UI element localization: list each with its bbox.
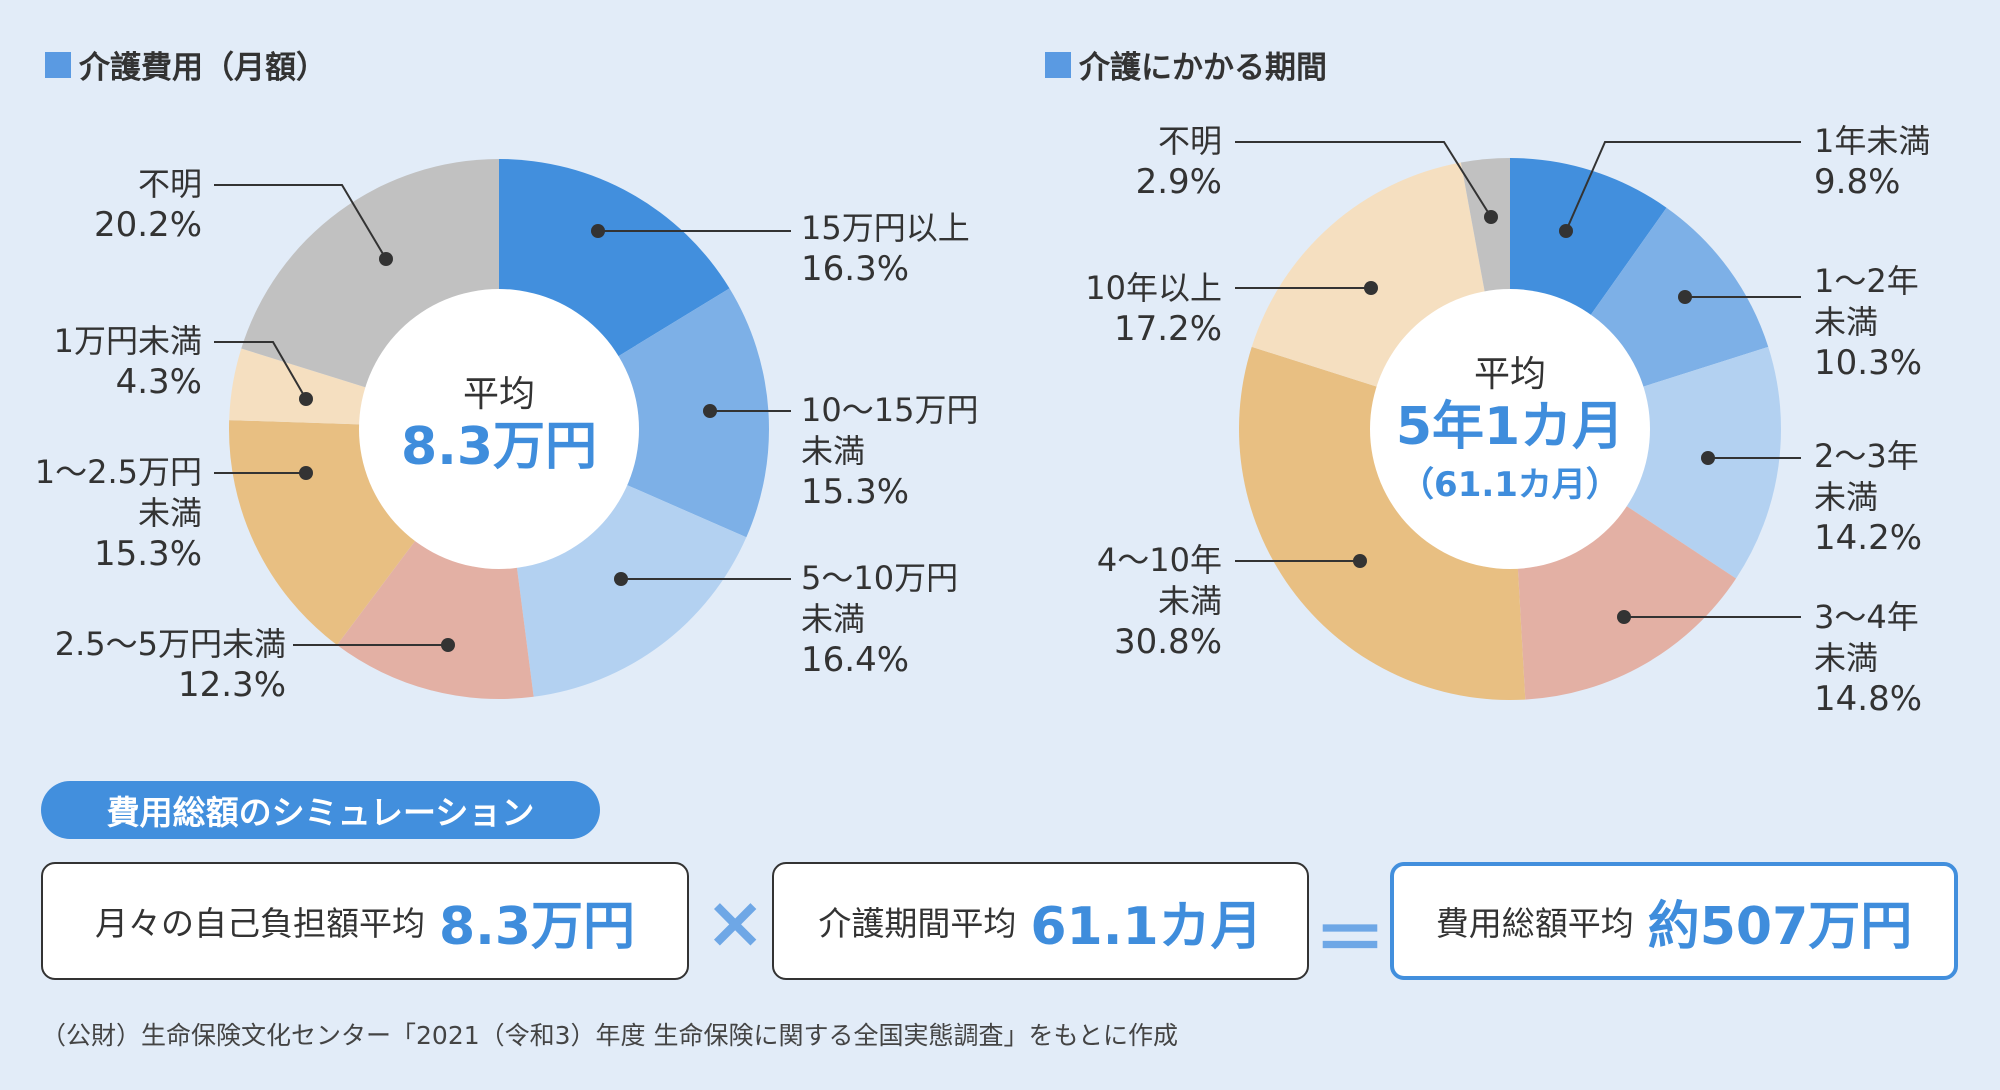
cost-slice-label: 2.5～5万円未満 12.3% <box>55 624 286 706</box>
slice-percent: 9.8% <box>1814 162 1901 202</box>
slice-percent: 12.3% <box>177 665 286 705</box>
cost-slice-label: 1～2.5万円未満 15.3% <box>17 452 202 575</box>
leader-dot <box>379 252 393 266</box>
leader-dot <box>1559 224 1573 238</box>
leader-line <box>214 184 387 260</box>
leader-dot <box>441 638 455 652</box>
leader-dot <box>299 392 313 406</box>
equals-icon: ＝ <box>1314 897 1387 981</box>
leader-dot <box>614 572 628 586</box>
slice-category: 5～10万円未満 <box>801 559 959 638</box>
period-slice-label: 不明 2.9% <box>1136 121 1222 203</box>
cost-slice-label: 不明 20.2% <box>94 164 202 246</box>
leader-dot <box>299 466 313 480</box>
care-period-value: 61.1カ月 <box>1030 896 1263 957</box>
slice-category: 10年以上 <box>1085 269 1222 307</box>
total-cost-box: 費用総額平均 約507万円 <box>1390 862 1958 980</box>
slice-percent: 17.2% <box>1113 309 1222 349</box>
slice-percent: 14.2% <box>1814 518 1923 558</box>
slice-category: 15万円以上 <box>801 209 970 247</box>
leader-dot <box>1364 281 1378 295</box>
care-period-box: 介護期間平均 61.1カ月 <box>772 862 1309 980</box>
leader-dot <box>703 404 717 418</box>
leader-dot <box>1353 554 1367 568</box>
slice-percent: 15.3% <box>93 534 202 574</box>
slice-category: 1～2.5万円未満 <box>34 453 202 532</box>
period-donut-hole <box>1370 289 1650 569</box>
cost-slice-label: 15万円以上 16.3% <box>801 208 970 290</box>
monthly-cost-box: 月々の自己負担額平均 8.3万円 <box>41 862 689 980</box>
multiply-icon: × <box>705 880 766 964</box>
slice-percent: 20.2% <box>93 205 202 245</box>
slice-percent: 30.8% <box>1113 622 1222 662</box>
leader-dot <box>1678 290 1692 304</box>
slice-percent: 10.3% <box>1814 343 1923 383</box>
cost-donut-hole <box>359 289 639 569</box>
monthly-cost-value: 8.3万円 <box>438 896 636 957</box>
leader-line <box>1565 141 1801 232</box>
leader-line <box>1235 141 1492 218</box>
total-cost-label: 費用総額平均 <box>1435 904 1634 943</box>
period-slice-label: 3～4年未満 14.8% <box>1814 597 1926 720</box>
monthly-cost-label: 月々の自己負担額平均 <box>94 904 425 943</box>
leader-dot <box>1484 210 1498 224</box>
donut-charts <box>214 141 1801 700</box>
slice-category: 1年未満 <box>1814 122 1931 160</box>
period-slice-label: 1年未満 9.8% <box>1814 121 1930 203</box>
square-bullet-icon <box>1045 51 1071 78</box>
period-center-label: 平均 <box>1473 354 1546 395</box>
slice-percent: 14.8% <box>1814 679 1923 719</box>
slice-category: 不明 <box>137 165 202 203</box>
leader-dot <box>591 224 605 238</box>
slice-category: 10～15万円未満 <box>801 391 979 470</box>
cost-slice-label: 10～15万円未満 15.3% <box>801 390 986 513</box>
cost-slice-label: 5～10万円未満 16.4% <box>801 558 966 681</box>
period-slice-label: 2～3年未満 14.2% <box>1814 436 1926 559</box>
period-slice-label: 1～2年未満 10.3% <box>1814 261 1926 384</box>
leader-line <box>214 341 307 400</box>
slice-category: 不明 <box>1157 122 1222 160</box>
slice-category: 2.5～5万円未満 <box>54 625 286 663</box>
cost-center: 平均 8.3万円 <box>379 365 619 477</box>
period-center: 平均 5年1カ月 （61.1カ月） <box>1380 345 1640 506</box>
slice-percent: 2.9% <box>1135 162 1222 202</box>
period-slice-label: 4～10年未満 30.8% <box>1092 540 1222 663</box>
total-cost-value: 約507万円 <box>1647 896 1913 957</box>
period-center-value: 5年1カ月 <box>1395 397 1625 457</box>
cost-slice-label: 1万円未満 4.3% <box>54 321 202 403</box>
slice-category: 1万円未満 <box>53 322 202 360</box>
slice-percent: 16.4% <box>801 640 910 680</box>
leader-dot <box>1701 451 1715 465</box>
slice-percent: 4.3% <box>115 362 202 402</box>
slice-category: 2～3年未満 <box>1814 437 1919 516</box>
period-chart-title: 介護にかかる期間 <box>1045 42 1327 87</box>
simulation-heading: 費用総額のシミュレーション <box>41 781 600 839</box>
square-bullet-icon <box>45 51 71 78</box>
care-period-label: 介護期間平均 <box>818 904 1017 943</box>
slice-category: 1～2年未満 <box>1814 262 1919 341</box>
leader-dot <box>1617 610 1631 624</box>
period-chart-title-text: 介護にかかる期間 <box>1079 50 1327 86</box>
period-slice-label: 10年以上 17.2% <box>1085 268 1222 350</box>
cost-center-label: 平均 <box>462 374 535 415</box>
cost-chart-title: 介護費用（月額） <box>45 42 327 87</box>
slice-category: 3～4年未満 <box>1814 598 1919 677</box>
cost-center-value: 8.3万円 <box>400 417 598 477</box>
period-center-sub: （61.1カ月） <box>1400 465 1620 505</box>
slice-category: 4～10年未満 <box>1096 541 1222 620</box>
slice-percent: 15.3% <box>801 472 910 512</box>
cost-chart-title-text: 介護費用（月額） <box>79 50 327 86</box>
source-note: （公財）生命保険文化センター「2021（令和3）年度 生命保険に関する全国実態調… <box>41 1021 1178 1050</box>
slice-percent: 16.3% <box>801 249 910 289</box>
